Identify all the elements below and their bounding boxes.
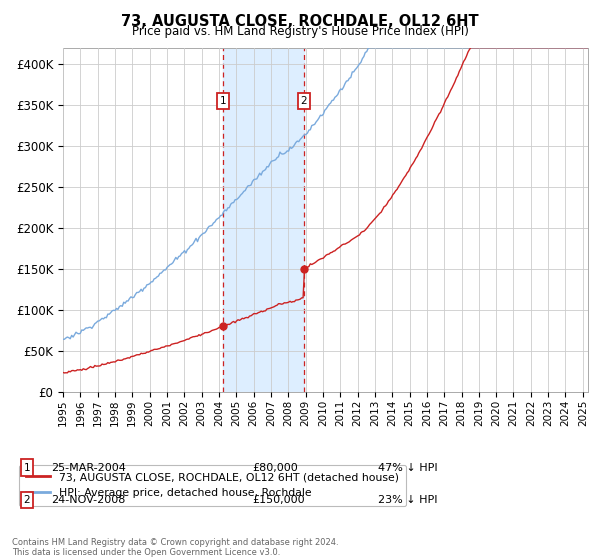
Text: 23% ↓ HPI: 23% ↓ HPI <box>378 495 437 505</box>
Text: 2: 2 <box>301 96 307 106</box>
Text: 1: 1 <box>23 463 31 473</box>
Text: 2: 2 <box>23 495 31 505</box>
Text: Price paid vs. HM Land Registry's House Price Index (HPI): Price paid vs. HM Land Registry's House … <box>131 25 469 38</box>
Text: 25-MAR-2004: 25-MAR-2004 <box>51 463 126 473</box>
Text: £80,000: £80,000 <box>252 463 298 473</box>
Bar <box>223 48 304 392</box>
Text: 47% ↓ HPI: 47% ↓ HPI <box>378 463 437 473</box>
Text: 24-NOV-2008: 24-NOV-2008 <box>51 495 125 505</box>
Text: 1: 1 <box>220 96 226 106</box>
Text: 73, AUGUSTA CLOSE, ROCHDALE, OL12 6HT: 73, AUGUSTA CLOSE, ROCHDALE, OL12 6HT <box>121 14 479 29</box>
Legend: 73, AUGUSTA CLOSE, ROCHDALE, OL12 6HT (detached house), HPI: Average price, deta: 73, AUGUSTA CLOSE, ROCHDALE, OL12 6HT (d… <box>19 465 406 506</box>
Text: £150,000: £150,000 <box>252 495 305 505</box>
Text: Contains HM Land Registry data © Crown copyright and database right 2024.
This d: Contains HM Land Registry data © Crown c… <box>12 538 338 557</box>
